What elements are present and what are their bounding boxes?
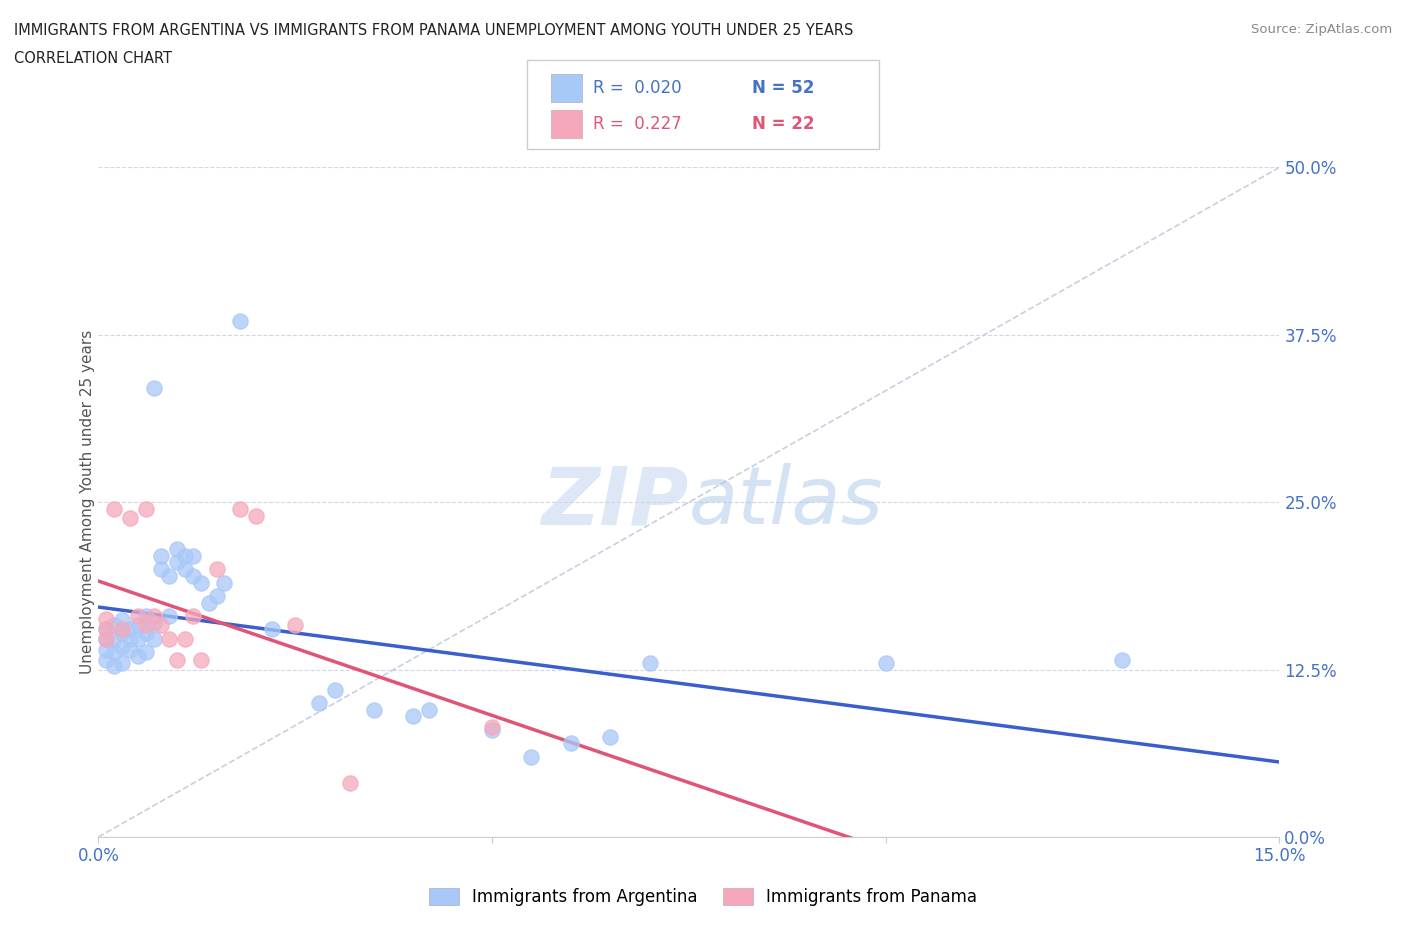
Point [229,314,252,329]
Text: IMMIGRANTS FROM ARGENTINA VS IMMIGRANTS FROM PANAMA UNEMPLOYMENT AMONG YOUTH UND: IMMIGRANTS FROM ARGENTINA VS IMMIGRANTS … [14,23,853,38]
Point [142,608,165,623]
Point [308,696,330,711]
Point [118,642,141,657]
Point [214,575,236,590]
Point [103,658,125,673]
Point [339,776,361,790]
Point [520,750,543,764]
Point [118,631,141,646]
Point [103,618,125,632]
Point [142,381,165,396]
Point [166,555,188,570]
Point [174,549,197,564]
Point [111,656,134,671]
Point [127,649,149,664]
Point [135,618,157,632]
Point [157,631,180,646]
Point [103,644,125,659]
Point [96,642,118,657]
Point [118,511,141,525]
Point [96,631,118,646]
Point [96,622,118,637]
Point [190,653,212,668]
Point [245,508,267,523]
Text: Source: ZipAtlas.com: Source: ZipAtlas.com [1251,23,1392,36]
Point [96,631,118,646]
Point [157,608,180,623]
Point [418,702,440,717]
Point [135,501,157,516]
Point [875,656,897,671]
Point [481,720,503,735]
Point [96,622,118,637]
Point [166,653,188,668]
Point [103,631,125,646]
Text: CORRELATION CHART: CORRELATION CHART [14,51,172,66]
Point [166,541,188,556]
Point [323,683,346,698]
Point [197,595,219,610]
Point [127,631,149,646]
Point [174,562,197,577]
Point [111,626,134,641]
Point [284,618,307,632]
Point [150,562,173,577]
Point [402,709,425,724]
Text: N = 22: N = 22 [752,115,814,133]
Point [599,729,621,744]
Point [190,575,212,590]
Point [181,608,204,623]
Point [142,616,165,631]
Point [103,501,125,516]
Point [135,608,157,623]
Point [181,549,204,564]
Point [127,618,149,632]
Text: atlas: atlas [689,463,884,541]
Point [205,589,228,604]
Point [205,562,228,577]
Point [111,622,134,637]
Point [157,568,180,583]
Point [111,613,134,628]
Point [111,640,134,655]
Point [560,736,582,751]
Point [174,631,197,646]
Point [181,568,204,583]
Legend: Immigrants from Argentina, Immigrants from Panama: Immigrants from Argentina, Immigrants fr… [422,881,984,912]
Point [638,656,661,671]
Point [363,702,385,717]
Point [142,631,165,646]
Point [135,626,157,641]
Point [150,618,173,632]
Point [118,622,141,637]
Text: N = 52: N = 52 [752,79,814,97]
Text: ZIP: ZIP [541,463,689,541]
Point [96,611,118,626]
Point [127,608,149,623]
Text: R =  0.020: R = 0.020 [593,79,682,97]
Point [260,622,283,637]
Point [96,653,118,668]
Point [1111,653,1133,668]
Text: R =  0.227: R = 0.227 [593,115,682,133]
Point [135,644,157,659]
Point [229,501,252,516]
Y-axis label: Unemployment Among Youth under 25 years: Unemployment Among Youth under 25 years [80,330,94,674]
Point [150,549,173,564]
Point [481,723,503,737]
